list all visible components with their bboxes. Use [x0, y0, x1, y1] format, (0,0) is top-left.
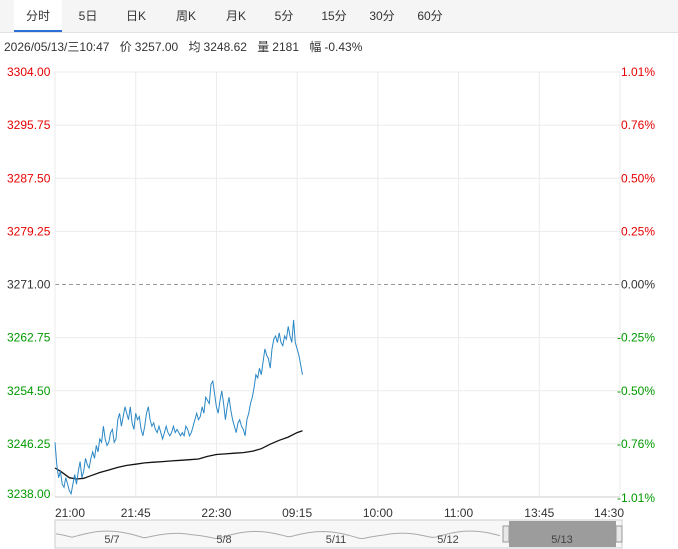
y-tick-label-left: 3254.50 [7, 384, 51, 398]
y-tick-label-left: 3246.25 [7, 437, 51, 451]
x-tick-label: 10:00 [363, 506, 393, 520]
tab-monthly-k[interactable]: 月K [225, 9, 246, 23]
y-tick-label-right: -0.76% [617, 437, 655, 451]
navigator-handle-right [615, 525, 623, 543]
tab-30-min[interactable]: 30分 [369, 9, 395, 23]
y-tick-label-right: -1.01% [617, 491, 655, 505]
y-tick-label-right: -0.25% [617, 331, 655, 345]
y-tick-label-left: 3262.75 [7, 331, 51, 345]
navigator-selection [509, 521, 616, 547]
chart-grid [54, 71, 621, 498]
y-tick-label-right: 0.76% [621, 118, 655, 132]
average-price-line [54, 430, 303, 480]
y-tick-label-left: 3238.00 [7, 487, 51, 501]
range-value: -0.43% [324, 40, 363, 54]
quote-datetime: 2026/05/13/三10:47 [4, 40, 110, 54]
y-tick-label-left: 3271.00 [7, 278, 51, 292]
y-tick-label-right: 0.00% [621, 278, 655, 292]
time-navigator[interactable]: 5/7 5/8 5/11 5/12 5/13 [54, 519, 623, 549]
y-axis-right: 1.01% 0.76% 0.50% 0.25% 0.00% -0.25% -0.50% -0.… [617, 65, 655, 505]
avg-label: 均 [188, 40, 201, 54]
y-axis-left: 3304.00 3295.75 3287.50 3279.25 3271.00 3262.… [7, 65, 51, 501]
price-line [54, 319, 303, 496]
avg-value: 3248.62 [203, 40, 247, 54]
navigator-date-label: 5/7 [104, 534, 119, 546]
x-tick-label: 11:00 [444, 506, 473, 520]
y-tick-label-right: 0.50% [621, 171, 655, 185]
y-tick-label-right: 1.01% [621, 65, 655, 79]
navigator-date-label: 5/13 [551, 534, 572, 546]
tab-5-day[interactable]: 5日 [78, 9, 98, 23]
tab-daily-k[interactable]: 日K [125, 9, 146, 23]
navigator-handle-left [502, 525, 510, 543]
price-label: 价 [119, 40, 132, 54]
volume-value: 2181 [272, 40, 299, 54]
tab-weekly-k[interactable]: 周K [175, 9, 196, 23]
y-tick-label-right: 0.25% [621, 224, 655, 238]
x-tick-label: 21:00 [55, 506, 85, 520]
x-tick-label: 21:45 [121, 506, 151, 520]
y-tick-label-left: 3295.75 [7, 118, 51, 132]
navigator-date-label: 5/8 [216, 534, 231, 546]
tab-5-min[interactable]: 5分 [274, 9, 294, 23]
range-label: 幅 [309, 40, 322, 54]
quote-info-bar: 2026/05/13/三10:47 价 3257.00 均 3248.62 量 218… [4, 38, 369, 55]
x-tick-label: 14:30 [594, 506, 624, 520]
y-tick-label-left: 3287.50 [7, 171, 51, 185]
volume-label: 量 [257, 40, 270, 54]
y-tick-label-right: -0.50% [617, 384, 655, 398]
x-tick-label: 13:45 [524, 506, 554, 520]
x-axis: 21:00 21:45 22:30 09:15 10:00 11:00 13:45 14:30 [55, 506, 624, 520]
y-tick-label-left: 3304.00 [7, 65, 51, 79]
navigator-sparkline [55, 530, 501, 540]
tab-15-min[interactable]: 15分 [321, 9, 347, 23]
tab-60-min[interactable]: 60分 [417, 9, 443, 23]
navigator-date-label: 5/11 [326, 534, 347, 546]
navigator-date-label: 5/12 [437, 534, 458, 546]
x-tick-label: 09:15 [282, 506, 312, 520]
y-tick-label-left: 3279.25 [7, 224, 51, 238]
chart-tabs: 分时 5日 日K 周K 月K 5分 15分 30分 60分 [0, 0, 678, 33]
price-value: 3257.00 [134, 40, 179, 54]
tab-intraday[interactable]: 分时 [14, 0, 62, 32]
x-tick-label: 22:30 [201, 506, 231, 520]
